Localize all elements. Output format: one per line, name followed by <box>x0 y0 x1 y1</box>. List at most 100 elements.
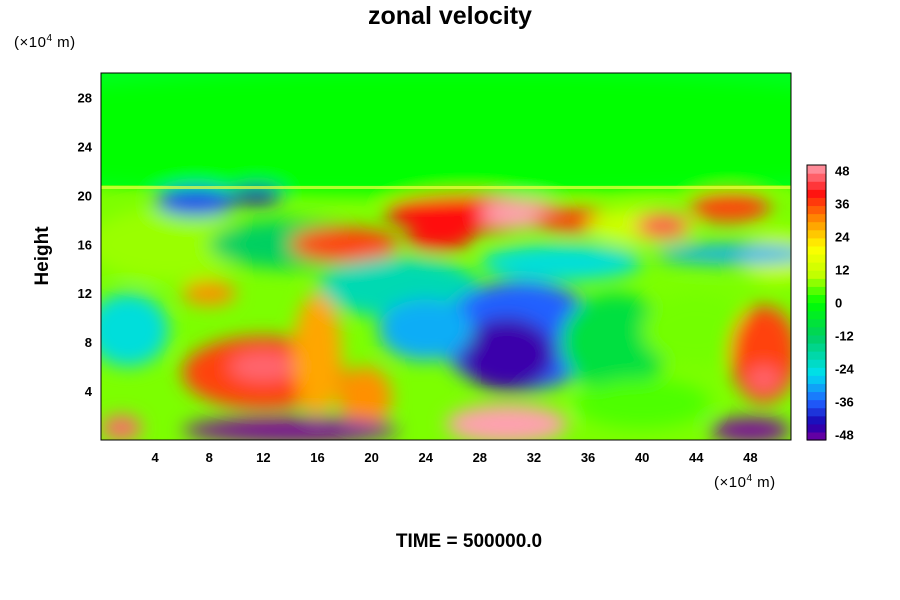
colorbar-band <box>807 431 826 441</box>
field-region-8 <box>290 227 399 262</box>
y-tick-label: 28 <box>78 90 92 105</box>
field-region-2 <box>229 351 298 382</box>
colorbar-tick-label: -48 <box>835 428 854 443</box>
x-tick-label: 36 <box>581 450 595 465</box>
colorbar-tick-label: -12 <box>835 329 854 344</box>
y-tick-label: 16 <box>78 237 92 252</box>
x-tick-labels: 4 8 12 16 20 24 28 32 36 40 44 48 <box>152 450 758 465</box>
x-tick-label: 32 <box>527 450 541 465</box>
colorbar-band <box>807 205 826 215</box>
colorbar-tick-labels: 48 36 24 12 0 -12 -24 -36 -48 <box>835 164 855 443</box>
x-tick-label: 12 <box>256 450 270 465</box>
colorbar-band <box>807 245 826 255</box>
field-region-31 <box>101 415 142 440</box>
y-tick-label: 4 <box>85 384 93 399</box>
colorbar-tick-label: 48 <box>835 164 849 179</box>
colorbar-band <box>807 237 826 247</box>
x-tick-label: 4 <box>152 450 160 465</box>
velocity-field <box>101 73 791 440</box>
x-tick-label: 24 <box>418 450 433 465</box>
field-region-29 <box>446 404 568 440</box>
x-tick-label: 16 <box>310 450 324 465</box>
field-region-26 <box>747 366 781 392</box>
colorbar-tick-label: -24 <box>835 362 855 377</box>
colorbar-band <box>807 294 826 304</box>
colorbar-band <box>807 278 826 287</box>
colorbar-band <box>807 407 826 417</box>
colorbar-band <box>807 165 826 174</box>
colorbar-band <box>807 375 826 384</box>
field-region-21 <box>459 317 555 392</box>
colorbar-tick-label: 36 <box>835 197 849 212</box>
field-region-33 <box>574 378 710 428</box>
colorbar-band <box>807 181 826 190</box>
colorbar-band <box>807 318 826 328</box>
colorbar-band <box>807 334 826 344</box>
colorbar-band <box>807 310 826 320</box>
field-region-23 <box>561 293 670 392</box>
x-tick-label: 28 <box>473 450 487 465</box>
colorbar-band <box>807 423 826 433</box>
colorbar-band <box>807 383 826 393</box>
y-unit-suffix: m) <box>52 34 76 51</box>
colorbar-band <box>807 391 826 401</box>
field-region-17 <box>479 244 643 281</box>
field-region-3 <box>101 293 169 367</box>
y-tick-labels: 4 8 12 16 20 24 28 <box>78 90 93 399</box>
y-tick-label: 24 <box>78 139 93 154</box>
field-region-28 <box>337 366 392 428</box>
colorbar-band <box>807 399 826 409</box>
plot-frame <box>100 72 792 441</box>
field-region-0 <box>101 73 791 196</box>
colorbar-band <box>807 326 826 336</box>
field-region-22 <box>378 299 474 361</box>
field-region-30 <box>182 417 399 440</box>
field-region-27 <box>293 293 342 416</box>
colorbar-band <box>807 286 826 296</box>
colorbar-band <box>807 415 826 425</box>
x-unit-suffix: m) <box>752 474 776 491</box>
colorbar-tick-label: -36 <box>835 395 854 410</box>
colorbar-band <box>807 213 826 223</box>
colorbar-band <box>807 173 826 182</box>
field-region-4 <box>101 207 250 281</box>
x-tick-label: 20 <box>364 450 378 465</box>
colorbar-band <box>807 229 826 239</box>
x-unit-prefix: (×10 <box>714 474 747 491</box>
y-tick-label: 12 <box>78 286 92 301</box>
colorbar-band <box>807 262 826 271</box>
field-region-14 <box>635 213 690 239</box>
colorbar-band <box>807 302 826 312</box>
field-region-34 <box>182 280 237 306</box>
colorbar-band <box>807 221 826 231</box>
y-unit-exp: 4 <box>46 33 53 44</box>
x-tick-label: 48 <box>743 450 757 465</box>
colorbar-tick-label: 0 <box>835 296 842 311</box>
y-tick-label: 20 <box>78 188 92 203</box>
y-tick-label: 8 <box>85 335 92 350</box>
field-region-15 <box>689 192 771 223</box>
y-axis-unit: (×104 m) <box>14 33 76 51</box>
x-tick-label: 8 <box>206 450 213 465</box>
colorbar-band <box>807 253 826 263</box>
time-label: TIME = 500000.0 <box>395 531 543 552</box>
colorbar-band <box>807 197 826 207</box>
x-tick-label: 40 <box>635 450 649 465</box>
field-region-7 <box>229 185 284 206</box>
colorbar-band <box>807 367 826 376</box>
colorbar-band <box>807 270 826 279</box>
y-unit-prefix: (×10 <box>14 34 47 51</box>
colorbar-band <box>807 359 826 368</box>
x-tick-label: 44 <box>689 450 704 465</box>
colorbar: 48 36 24 12 0 -12 -24 -36 -48 <box>806 164 855 443</box>
x-unit-exp: 4 <box>746 473 753 484</box>
tropopause-band <box>101 186 791 189</box>
chart-title: zonal velocity <box>368 2 532 30</box>
colorbar-band <box>807 189 826 198</box>
colorbar-band <box>807 342 826 352</box>
colorbar-frame <box>806 164 827 441</box>
colorbar-band <box>807 351 826 360</box>
field-region-32 <box>709 417 791 440</box>
x-axis-unit: (×104 m) <box>714 473 776 491</box>
